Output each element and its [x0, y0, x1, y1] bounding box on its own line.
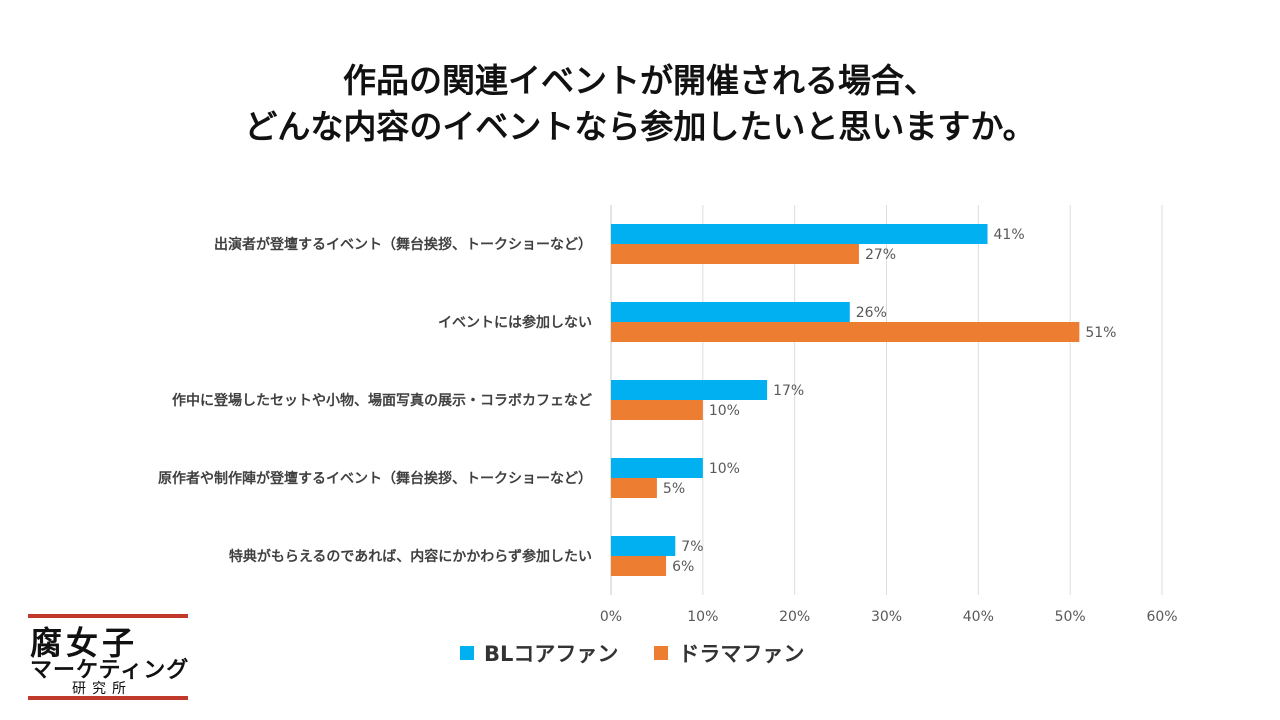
- bar-drama-fan: [611, 322, 1080, 342]
- data-label: 27%: [865, 247, 896, 263]
- category-label: イベントには参加しない: [438, 314, 592, 331]
- bar-drama-fan: [611, 244, 859, 264]
- bar-bl-core-fan: [611, 458, 703, 478]
- x-tick-label: 20%: [779, 609, 810, 625]
- legend: BLコアファン ドラマファン: [460, 638, 804, 668]
- x-tick-label: 50%: [1055, 609, 1086, 625]
- bar-bl-core-fan: [611, 302, 850, 322]
- chart-title: 作品の関連イベントが開催される場合、 どんな内容のイベントなら参加したいと思いま…: [0, 58, 1280, 150]
- data-label: 10%: [709, 403, 740, 419]
- data-label: 41%: [994, 227, 1025, 243]
- data-label: 6%: [672, 559, 694, 575]
- logo-text-line-1: 腐女子: [30, 624, 139, 662]
- logo-bottom-bar: [28, 696, 188, 700]
- title-line-1: 作品の関連イベントが開催される場合、: [343, 61, 937, 100]
- title-line-2: どんな内容のイベントなら参加したいと思いますか。: [244, 107, 1036, 146]
- legend-label-drama-fan: ドラマファン: [678, 642, 805, 666]
- data-label: 7%: [681, 539, 703, 555]
- legend-swatch-bl-core-fan: [460, 646, 474, 660]
- logo-text-line-3: 研究所: [72, 681, 132, 697]
- x-tick-label: 60%: [1146, 609, 1177, 625]
- category-label: 作中に登場したセットや小物、場面写真の展示・コラボカフェなど: [172, 392, 592, 409]
- data-label: 10%: [709, 461, 740, 477]
- bar-drama-fan: [611, 400, 703, 420]
- legend-item-drama-fan: ドラマファン: [654, 638, 804, 668]
- logo-text-line-2: マーケティング: [30, 658, 190, 683]
- category-label: 特典がもらえるのであれば、内容にかかわらず参加したい: [229, 548, 592, 565]
- x-tick-label: 30%: [871, 609, 902, 625]
- data-label: 51%: [1085, 325, 1116, 341]
- legend-item-bl-core-fan: BLコアファン: [460, 638, 618, 668]
- logo-top-bar: [28, 614, 188, 618]
- logo: 腐女子 マーケティング 研究所: [22, 602, 194, 714]
- legend-label-bl-core-fan: BLコアファン: [484, 642, 619, 666]
- category-label: 出演者が登壇するイベント（舞台挨拶、トークショーなど）: [214, 236, 592, 253]
- category-label: 原作者や制作陣が登壇するイベント（舞台挨拶、トークショーなど）: [158, 470, 592, 487]
- x-tick-label: 40%: [963, 609, 994, 625]
- x-tick-label: 10%: [687, 609, 718, 625]
- x-tick-label: 0%: [600, 609, 622, 625]
- bar-bl-core-fan: [611, 536, 676, 556]
- data-label: 26%: [856, 305, 887, 321]
- bar-bl-core-fan: [611, 380, 768, 400]
- legend-swatch-drama-fan: [654, 646, 669, 660]
- bar-drama-fan: [611, 478, 657, 498]
- data-label: 5%: [663, 481, 685, 497]
- data-label: 17%: [773, 383, 804, 399]
- bar-drama-fan: [611, 556, 667, 576]
- bar-bl-core-fan: [611, 224, 988, 244]
